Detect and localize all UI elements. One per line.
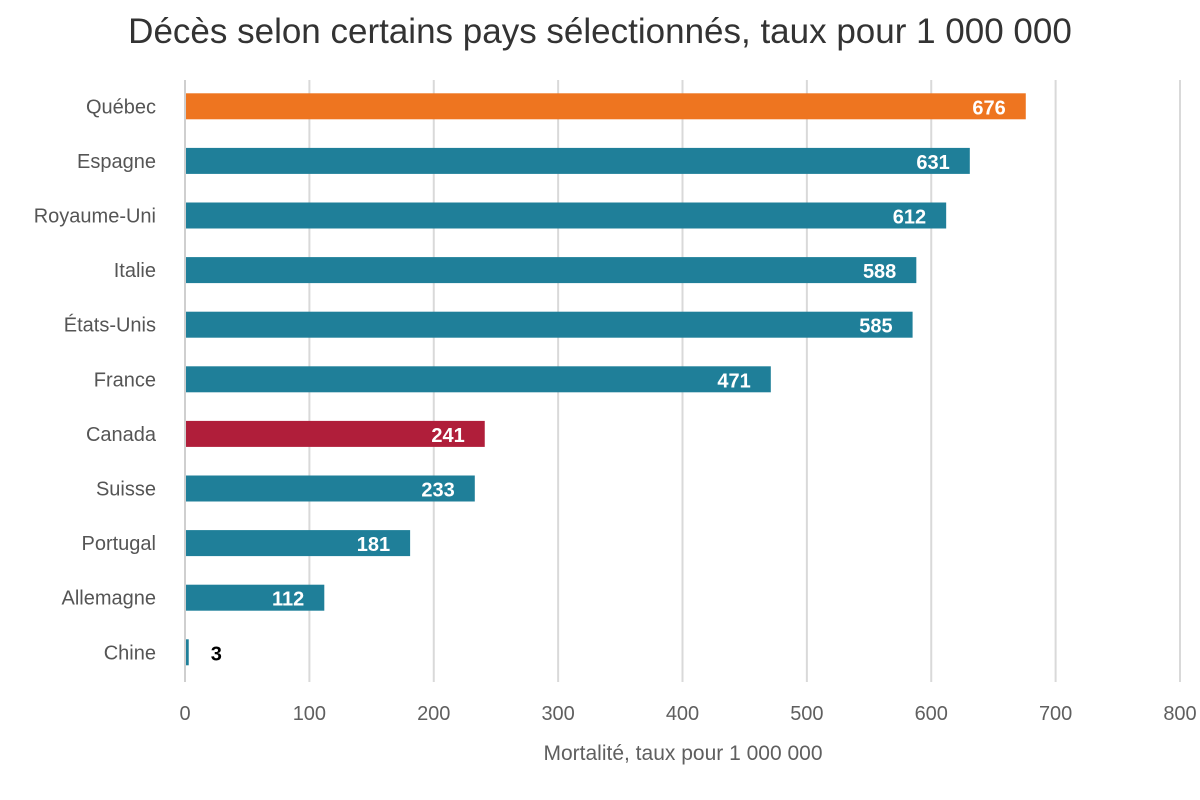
x-tick-label: 0 [179, 703, 190, 725]
category-label: Portugal [82, 533, 157, 555]
bar [186, 366, 771, 393]
category-label: France [94, 369, 156, 391]
bar [186, 147, 970, 174]
x-tick-label: 300 [541, 703, 574, 725]
category-label: Royaume-Uni [34, 206, 156, 228]
x-tick-label: 500 [790, 703, 823, 725]
category-label: Suisse [96, 479, 156, 501]
data-label: 233 [421, 480, 454, 502]
bar [186, 93, 1026, 120]
x-tick-label: 200 [417, 703, 450, 725]
bar [186, 475, 475, 502]
data-label: 112 [272, 589, 304, 611]
x-tick-label: 100 [293, 703, 326, 725]
category-label: Espagne [77, 151, 156, 173]
category-label: Québec [86, 96, 156, 118]
bar [186, 420, 485, 447]
data-label: 471 [717, 370, 750, 392]
category-label: Chine [104, 642, 156, 664]
bar [186, 639, 189, 666]
bar [186, 257, 917, 284]
x-tick-label: 800 [1163, 703, 1196, 725]
data-label: 241 [431, 425, 464, 447]
x-tick-label: 700 [1039, 703, 1072, 725]
chart-title: Décès selon certains pays sélectionnés, … [128, 12, 1072, 51]
x-tick-label: 400 [666, 703, 699, 725]
data-label: 631 [916, 152, 949, 174]
data-label: 181 [357, 534, 390, 556]
bar [186, 202, 947, 229]
x-axis-title: Mortalité, taux pour 1 000 000 [543, 742, 822, 765]
data-label: 612 [893, 207, 926, 229]
data-label: 585 [859, 316, 892, 338]
category-label: États-Unis [64, 314, 156, 337]
category-label: Canada [86, 424, 157, 446]
x-tick-label: 600 [915, 703, 948, 725]
data-label: 3 [211, 643, 222, 665]
category-label: Allemagne [61, 588, 156, 610]
category-label: Italie [114, 260, 156, 282]
bar [186, 584, 325, 611]
data-label: 588 [863, 261, 896, 283]
bar [186, 311, 913, 338]
bar [186, 530, 411, 557]
data-label: 676 [972, 97, 1005, 119]
